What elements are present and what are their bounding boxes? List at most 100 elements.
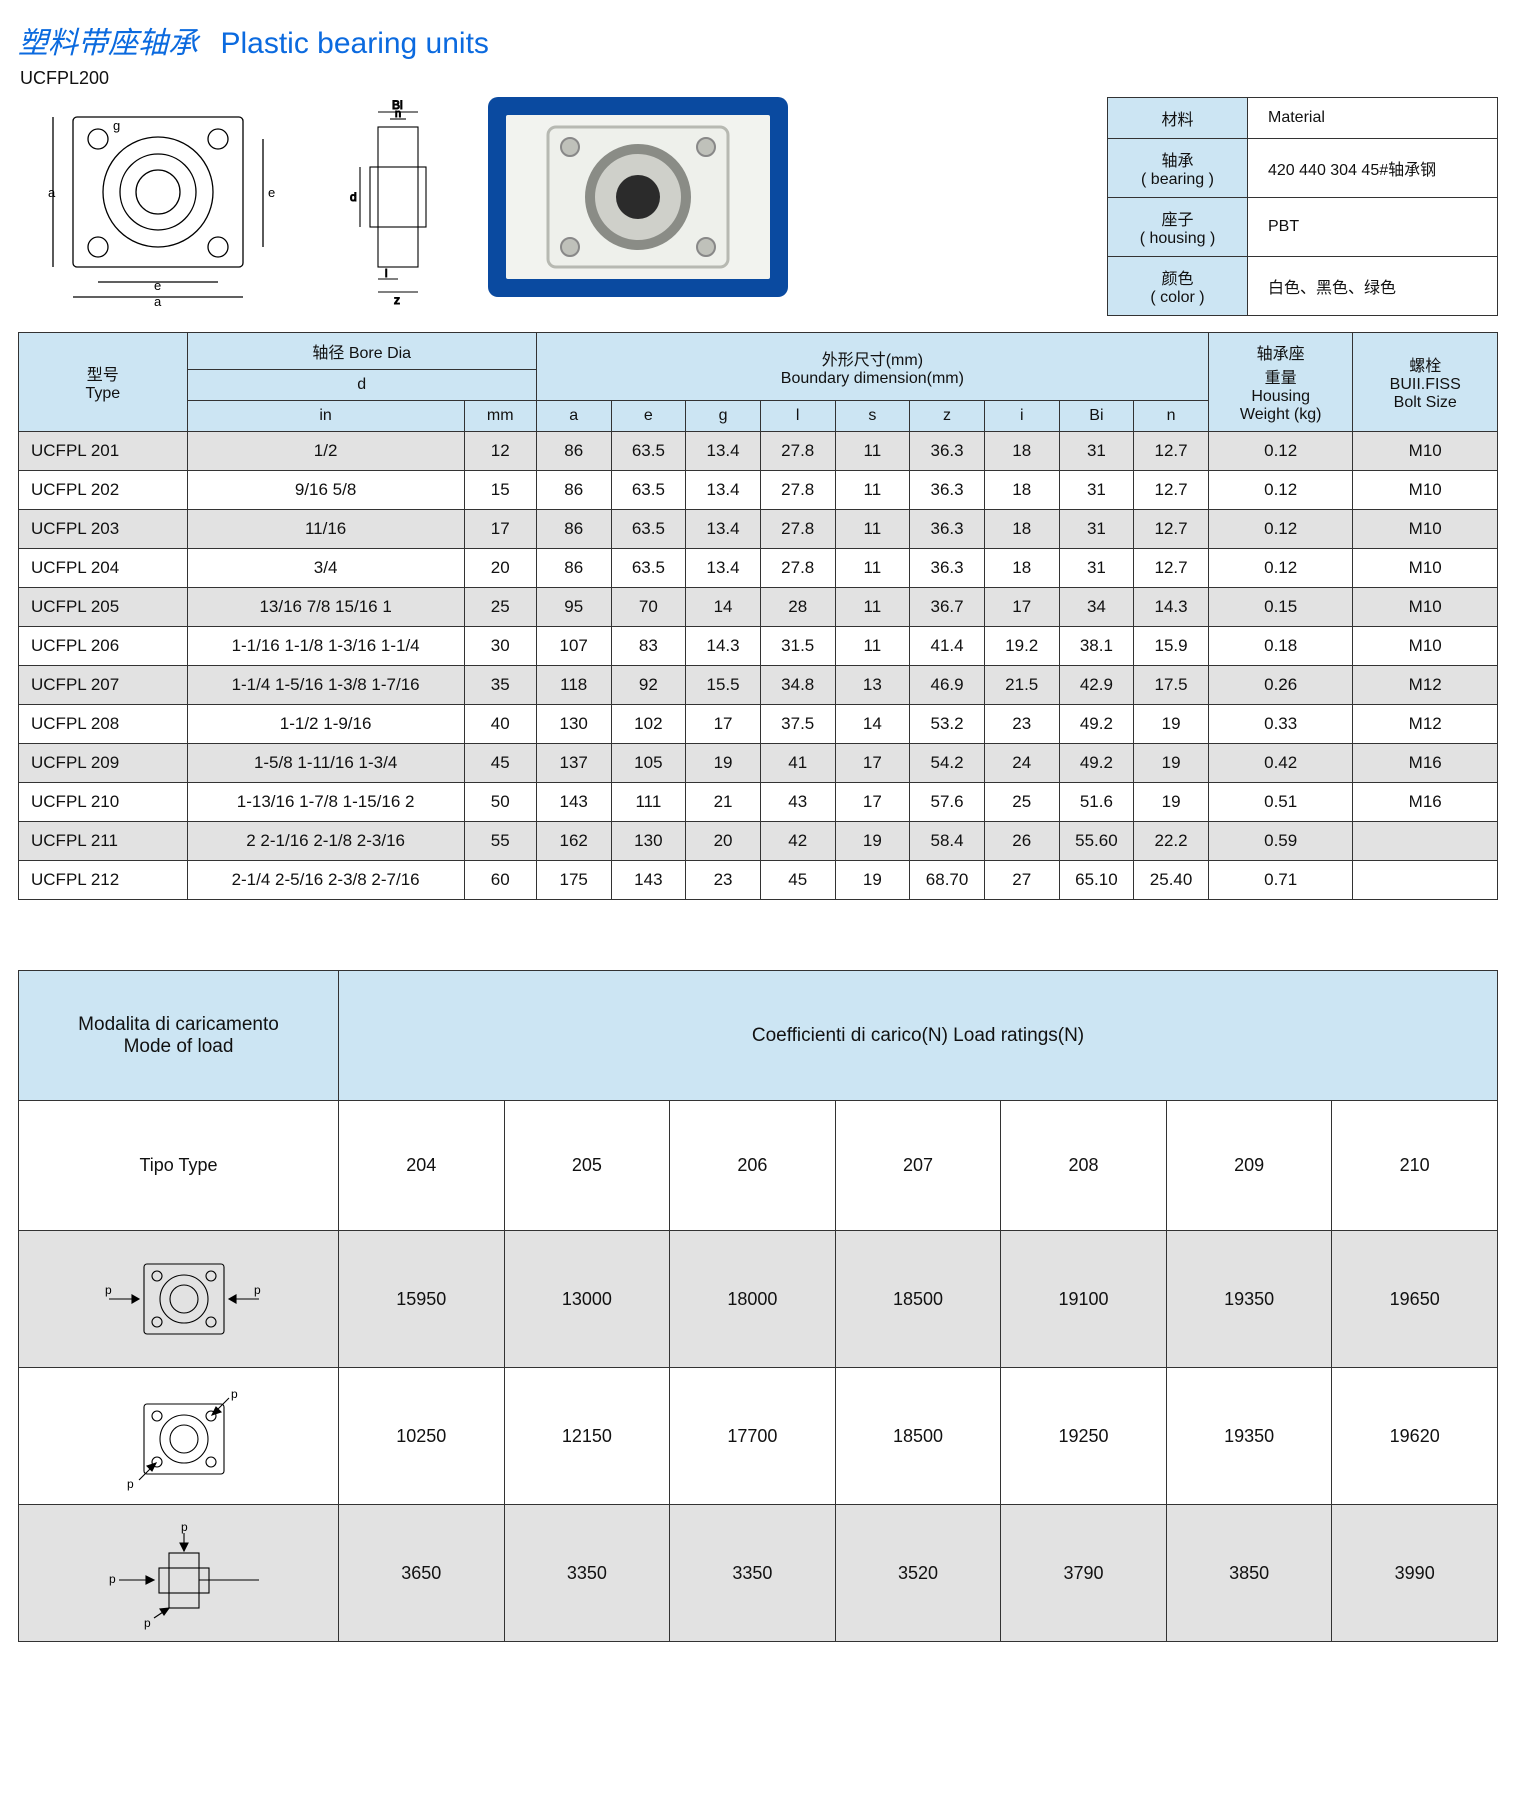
- load-mode-drawing: pp: [19, 1368, 339, 1505]
- spec-cell: 86: [536, 432, 611, 471]
- spec-cell: 45: [464, 744, 536, 783]
- spec-cell: 53.2: [910, 705, 985, 744]
- spec-cell: UCFPL 210: [19, 783, 188, 822]
- side-drawing: Bi n d z i: [348, 97, 468, 307]
- spec-cell: 26: [984, 822, 1059, 861]
- spec-cell: 17.5: [1134, 666, 1209, 705]
- load-row: pp 15950130001800018500191001935019650: [19, 1231, 1498, 1368]
- hdr-coef: Coefficienti di carico(N) Load ratings(N…: [339, 971, 1498, 1101]
- hdr-d: d: [187, 370, 536, 401]
- spec-cell: 27: [984, 861, 1059, 900]
- spec-cell: 31.5: [760, 627, 835, 666]
- load-mode-drawing: pp: [19, 1231, 339, 1368]
- spec-cell: 36.3: [910, 471, 985, 510]
- mat-label: 颜色( color ): [1108, 257, 1248, 316]
- spec-cell: 41: [760, 744, 835, 783]
- svg-text:e: e: [154, 278, 161, 293]
- hdr-mode: Modalita di caricamento Mode of load: [19, 971, 339, 1101]
- load-value: 3520: [835, 1505, 1001, 1642]
- spec-cell: 20: [686, 822, 761, 861]
- spec-row: UCFPL 20311/16178663.513.427.81136.31831…: [19, 510, 1498, 549]
- spec-cell: 20: [464, 549, 536, 588]
- spec-cell: 17: [464, 510, 536, 549]
- spec-cell: 111: [611, 783, 686, 822]
- spec-cell: 24: [984, 744, 1059, 783]
- spec-cell: UCFPL 204: [19, 549, 188, 588]
- tipo-label: Tipo Type: [19, 1101, 339, 1231]
- spec-cell: 19: [1134, 705, 1209, 744]
- spec-cell: M10: [1353, 510, 1498, 549]
- spec-cell: UCFPL 207: [19, 666, 188, 705]
- spec-row: UCFPL 2101-13/16 1-7/8 1-15/16 250143111…: [19, 783, 1498, 822]
- spec-cell: 57.6: [910, 783, 985, 822]
- spec-cell: 175: [536, 861, 611, 900]
- spec-cell: 13.4: [686, 510, 761, 549]
- mat-value: PBT: [1248, 198, 1498, 257]
- spec-cell: 25.40: [1134, 861, 1209, 900]
- spec-cell: 0.51: [1208, 783, 1353, 822]
- hdr-s: s: [835, 401, 910, 432]
- spec-cell: 14.3: [686, 627, 761, 666]
- spec-cell: 35: [464, 666, 536, 705]
- hdr-boundary: 外形尺寸(mm) Boundary dimension(mm): [536, 333, 1208, 401]
- spec-cell: 30: [464, 627, 536, 666]
- spec-cell: 27.8: [760, 549, 835, 588]
- spec-cell: M10: [1353, 432, 1498, 471]
- spec-cell: 92: [611, 666, 686, 705]
- mat-head-en: Material: [1248, 98, 1498, 139]
- hdr-bolt: 螺栓 BUII.FISS Bolt Size: [1353, 333, 1498, 432]
- svg-text:n: n: [395, 108, 401, 120]
- spec-cell: 19: [835, 861, 910, 900]
- load-col-head: 204: [339, 1101, 505, 1231]
- spec-cell: 27.8: [760, 510, 835, 549]
- spec-cell: 1-5/8 1-11/16 1-3/4: [187, 744, 464, 783]
- spec-cell: 23: [686, 861, 761, 900]
- spec-cell: 130: [611, 822, 686, 861]
- spec-cell: 11: [835, 510, 910, 549]
- model-family: UCFPL200: [20, 68, 1498, 89]
- hdr-e: e: [611, 401, 686, 432]
- spec-cell: 49.2: [1059, 744, 1134, 783]
- svg-text:p: p: [254, 1283, 261, 1297]
- spec-cell: 14: [835, 705, 910, 744]
- spec-cell: 11: [835, 588, 910, 627]
- svg-text:p: p: [144, 1616, 151, 1630]
- svg-text:g: g: [113, 118, 120, 133]
- spec-cell: M10: [1353, 627, 1498, 666]
- spec-cell: 13: [835, 666, 910, 705]
- spec-cell: 46.9: [910, 666, 985, 705]
- spec-cell: 0.18: [1208, 627, 1353, 666]
- spec-cell: 1-1/4 1-5/16 1-3/8 1-7/16: [187, 666, 464, 705]
- spec-cell: 1-1/16 1-1/8 1-3/16 1-1/4: [187, 627, 464, 666]
- spec-cell: 95: [536, 588, 611, 627]
- load-value: 19100: [1001, 1231, 1167, 1368]
- spec-cell: 14: [686, 588, 761, 627]
- spec-cell: 21: [686, 783, 761, 822]
- spec-cell: 2 2-1/16 2-1/8 2-3/16: [187, 822, 464, 861]
- spec-cell: 55: [464, 822, 536, 861]
- spec-cell: 11: [835, 432, 910, 471]
- spec-cell: [1353, 861, 1498, 900]
- load-value: 3650: [339, 1505, 505, 1642]
- spec-cell: UCFPL 212: [19, 861, 188, 900]
- svg-text:p: p: [181, 1523, 188, 1534]
- hdr-a: a: [536, 401, 611, 432]
- spec-cell: 105: [611, 744, 686, 783]
- spec-cell: 28: [760, 588, 835, 627]
- spec-cell: 51.6: [1059, 783, 1134, 822]
- load-col-head: 208: [1001, 1101, 1167, 1231]
- spec-cell: 18: [984, 471, 1059, 510]
- spec-cell: 0.42: [1208, 744, 1353, 783]
- spec-cell: 11: [835, 627, 910, 666]
- load-col-head: 207: [835, 1101, 1001, 1231]
- spec-cell: 31: [1059, 510, 1134, 549]
- spec-cell: 25: [984, 783, 1059, 822]
- spec-cell: M10: [1353, 549, 1498, 588]
- spec-cell: 83: [611, 627, 686, 666]
- hdr-bi: Bi: [1059, 401, 1134, 432]
- svg-text:z: z: [394, 293, 400, 307]
- spec-cell: 0.59: [1208, 822, 1353, 861]
- spec-cell: 1-13/16 1-7/8 1-15/16 2: [187, 783, 464, 822]
- spec-cell: UCFPL 205: [19, 588, 188, 627]
- spec-cell: 38.1: [1059, 627, 1134, 666]
